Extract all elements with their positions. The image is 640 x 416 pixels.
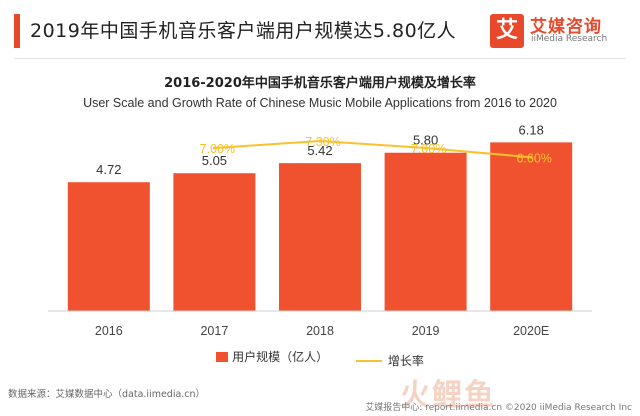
growth-point-2018: [318, 139, 322, 143]
growth-label-2017: 7.00%: [200, 142, 235, 156]
chart-title: 2016-2020年中国手机音乐客户端用户规模及增长率: [164, 76, 476, 91]
bar-label-2017: 5.05: [202, 153, 227, 168]
legend-bar-swatch: [216, 351, 229, 362]
bar-2017: [173, 173, 256, 311]
watermark-logo: 火鲤鱼: [400, 378, 496, 413]
bar-2019: [384, 152, 467, 311]
bar-label-2020E: 6.18: [519, 122, 544, 137]
growth-rate-line: [214, 139, 532, 159]
legend-label-bars: 用户规模（亿人）: [232, 350, 329, 364]
data-source: 数据来源：艾媒数据中心（data.iimedia.cn）: [8, 389, 206, 400]
header-divider: [14, 58, 626, 59]
logo-mark: 艾: [490, 14, 524, 48]
bar-2018: [279, 163, 361, 311]
bar-label-2018: 5.42: [307, 143, 332, 158]
legend-label-line: 增长率: [387, 354, 424, 368]
x-tick-2018: 2018: [306, 324, 334, 338]
x-tick-2020E: 2020E: [513, 324, 549, 338]
bar-label-2019: 5.80: [413, 133, 438, 148]
chart-legend: 用户规模（亿人） 增长率: [0, 348, 640, 369]
bar-2016: [67, 182, 150, 311]
growth-label-2020E: 6.60%: [516, 151, 551, 165]
legend-item-line: 增长率: [355, 352, 424, 369]
growth-label-2019: 7.00%: [411, 142, 446, 156]
x-tick-2016: 2016: [95, 324, 123, 338]
growth-point-2019: [424, 146, 428, 150]
page-headline: 2019年中国手机音乐客户端用户规模达5.80亿人: [30, 20, 457, 42]
copyright-footer: 艾媒报告中心: report.iimedia.cn ©2020 iiMedia …: [365, 403, 632, 413]
chart-subtitle: User Scale and Growth Rate of Chinese Mu…: [83, 96, 557, 110]
bar-label-2016: 4.72: [96, 162, 121, 177]
title-accent-bar: [14, 14, 20, 48]
logo-name: 艾媒咨询: [530, 17, 602, 37]
growth-label-2018: 7.30%: [305, 135, 340, 149]
legend-item-bars: 用户规模（亿人）: [216, 348, 328, 365]
iimedia-logo: 艾 艾媒咨询 iiMedia Research: [490, 8, 630, 52]
x-tick-2017: 2017: [200, 324, 228, 338]
growth-point-2017: [212, 146, 216, 150]
growth-point-2020E: [529, 155, 533, 159]
x-tick-2019: 2019: [412, 324, 440, 338]
logo-name-en: iiMedia Research: [531, 34, 608, 44]
legend-line-swatch: [355, 359, 382, 362]
bar-2020E: [490, 142, 573, 311]
